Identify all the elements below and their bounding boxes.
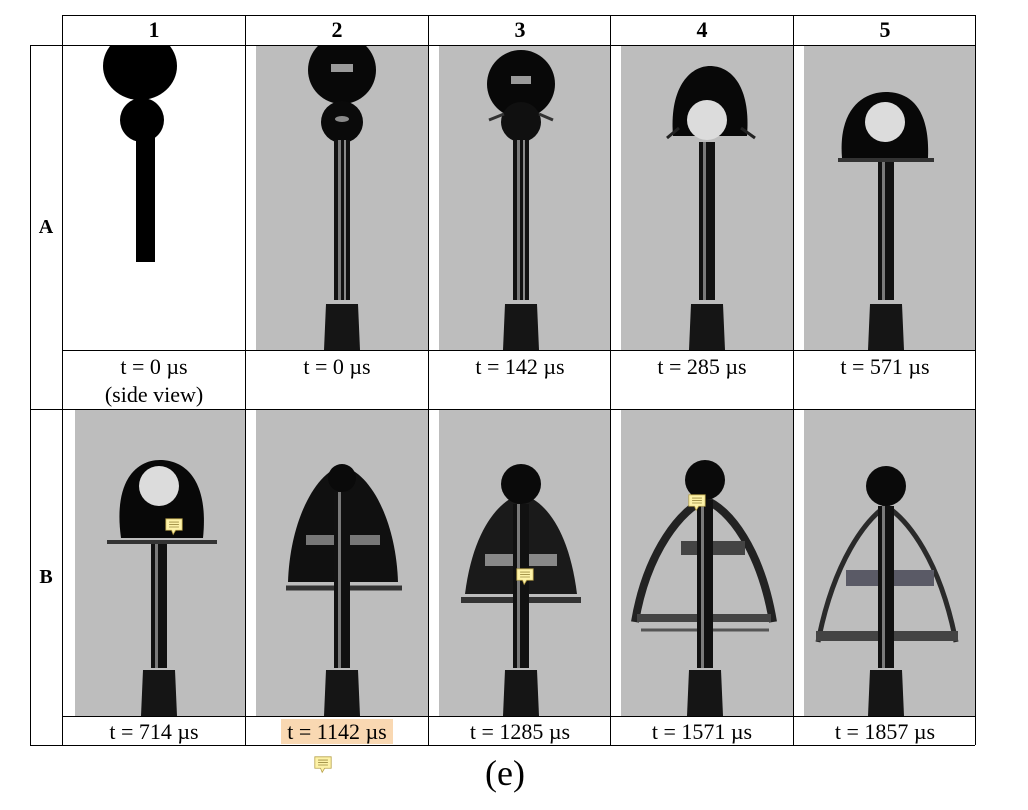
comment-note-icon[interactable] <box>312 756 334 774</box>
photo-b3 <box>429 410 610 716</box>
droplet-side-view-image <box>103 46 177 262</box>
caption-b2: t = 1142 µs <box>246 718 428 746</box>
grid-line <box>62 15 63 745</box>
photo-b5 <box>794 410 975 716</box>
photo-b1 <box>63 410 245 716</box>
grid-line <box>30 409 975 410</box>
row-header-b: B <box>39 566 53 588</box>
caption-a4: t = 285 µs <box>657 354 747 379</box>
column-header-4: 4 <box>696 17 708 42</box>
droplet-image <box>429 46 610 350</box>
grid-line <box>610 15 611 745</box>
droplet-image <box>63 410 245 716</box>
photo-a2 <box>246 46 428 350</box>
row-header-a: A <box>38 216 54 238</box>
comment-note-icon[interactable] <box>163 518 185 536</box>
photo-a3 <box>429 46 610 350</box>
photo-b2 <box>246 410 428 716</box>
caption-b3: t = 1285 µs <box>469 719 571 744</box>
grid-line <box>62 350 975 351</box>
highlighted-caption-b2[interactable]: t = 1142 µs <box>281 719 393 744</box>
photo-a1 <box>63 46 245 350</box>
caption-a1-time: t = 0 µs <box>120 354 188 379</box>
column-header-2: 2 <box>331 17 343 42</box>
droplet-image <box>611 410 793 716</box>
droplet-image <box>246 46 428 350</box>
grid-line <box>428 15 429 745</box>
caption-b1: t = 714 µs <box>109 719 199 744</box>
caption-b5: t = 1857 µs <box>834 719 936 744</box>
column-header-1: 1 <box>148 17 160 42</box>
droplet-image <box>246 410 428 716</box>
caption-a5: t = 571 µs <box>840 354 930 379</box>
photo-a4 <box>611 46 793 350</box>
droplet-image <box>794 46 975 350</box>
grid-line <box>30 745 975 746</box>
photo-b4 <box>611 410 793 716</box>
droplet-image <box>794 410 975 716</box>
grid-line <box>245 15 246 745</box>
comment-note-icon[interactable] <box>514 568 536 586</box>
caption-a1-subtitle: (side view) <box>104 382 204 407</box>
grid-line <box>793 15 794 745</box>
grid-line <box>62 15 975 16</box>
droplet-image <box>611 46 793 350</box>
figure-label: (e) <box>485 753 525 793</box>
column-header-3: 3 <box>514 17 526 42</box>
grid-line <box>30 45 975 46</box>
grid-line <box>975 15 976 745</box>
grid-line <box>30 45 31 745</box>
caption-a1: t = 0 µs (side view) <box>63 353 245 409</box>
grid-line <box>62 716 975 717</box>
comment-note-icon[interactable] <box>686 494 708 512</box>
caption-a2: t = 0 µs <box>303 354 371 379</box>
droplet-image <box>429 410 610 716</box>
photo-a5 <box>794 46 975 350</box>
caption-b4: t = 1571 µs <box>651 719 753 744</box>
column-header-5: 5 <box>879 17 891 42</box>
caption-a3: t = 142 µs <box>475 354 565 379</box>
